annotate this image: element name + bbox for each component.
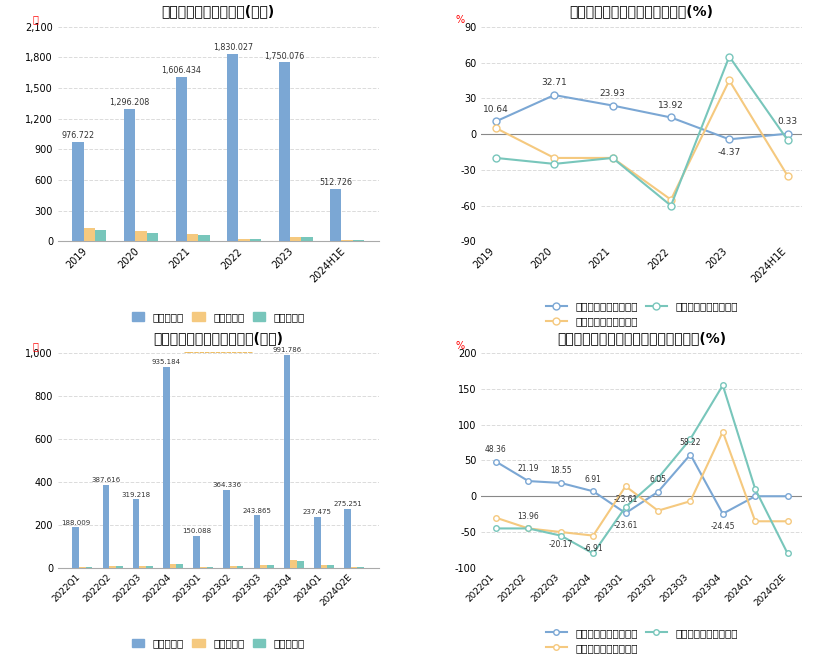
Bar (267, 565, 274, 568)
Text: 976.722: 976.722 (61, 131, 95, 140)
Bar (284, 355, 290, 568)
Bar (351, 566, 357, 568)
Text: -24.45: -24.45 (710, 522, 735, 531)
Bar (194, 536, 200, 568)
Text: 13.92: 13.92 (658, 101, 684, 110)
Bar (133, 499, 140, 568)
Text: 275.251: 275.251 (333, 501, 362, 507)
Legend: 营业总收入, 归母净利润, 扣非净利润: 营业总收入, 归母净利润, 扣非净利润 (127, 635, 309, 653)
Text: 150.088: 150.088 (182, 528, 211, 534)
Bar (136, 231, 146, 241)
Text: 6.05: 6.05 (649, 475, 667, 484)
Bar (223, 490, 230, 568)
Bar (290, 560, 297, 568)
Text: 319.218: 319.218 (122, 492, 151, 498)
Bar (146, 233, 158, 241)
Bar (124, 109, 136, 241)
Bar (238, 239, 250, 241)
Bar (327, 565, 334, 568)
Bar (301, 236, 313, 241)
Bar (314, 517, 321, 568)
Title: 历年总营收、净利情况(亿元): 历年总营收、净利情况(亿元) (161, 5, 275, 19)
Text: 243.865: 243.865 (242, 508, 271, 514)
Text: 387.616: 387.616 (91, 477, 121, 483)
Bar (187, 234, 198, 241)
Bar (342, 240, 353, 241)
Bar (198, 235, 209, 241)
Bar (170, 564, 176, 568)
Title: 总营收、净利同比增长率季度变动情况(%): 总营收、净利同比增长率季度变动情况(%) (557, 331, 726, 345)
Text: 188.009: 188.009 (61, 520, 90, 526)
Text: 亿: 亿 (32, 341, 38, 351)
Bar (140, 566, 146, 568)
Bar (73, 142, 84, 241)
Text: 0.33: 0.33 (777, 117, 798, 126)
Legend: 营业总收入同比增长率, 归母净利润同比增长率, 扣非净利润同比增长率: 营业总收入同比增长率, 归母净利润同比增长率, 扣非净利润同比增长率 (542, 297, 742, 331)
Bar (227, 54, 238, 241)
Bar (330, 189, 342, 241)
Text: 6.91: 6.91 (585, 474, 601, 484)
Bar (353, 240, 364, 241)
Bar (175, 77, 187, 241)
Bar (297, 560, 304, 568)
Text: 10.64: 10.64 (483, 105, 509, 114)
Bar (73, 528, 79, 568)
Text: 13.96: 13.96 (518, 512, 539, 521)
Bar (86, 567, 93, 568)
Bar (250, 239, 261, 241)
Text: -23.61: -23.61 (614, 522, 638, 530)
Text: 48.36: 48.36 (485, 445, 507, 454)
Text: 制图数据来自恒生聚源数据库: 制图数据来自恒生聚源数据库 (184, 353, 253, 361)
Text: 364.336: 364.336 (213, 482, 241, 488)
Bar (279, 63, 290, 241)
Bar (146, 566, 153, 568)
Text: 亿: 亿 (32, 15, 38, 25)
Text: 32.71: 32.71 (542, 78, 567, 88)
Bar (254, 516, 261, 568)
Legend: 营业总收入, 归母净利润, 扣非净利润: 营业总收入, 归母净利润, 扣非净利润 (127, 308, 309, 327)
Bar (261, 565, 267, 568)
Bar (176, 564, 183, 568)
Bar (79, 566, 86, 568)
Text: 18.55: 18.55 (550, 466, 571, 475)
Bar (237, 566, 243, 568)
Bar (109, 566, 116, 568)
Text: -6.91: -6.91 (583, 544, 603, 553)
Bar (95, 230, 107, 241)
Text: 512.726: 512.726 (319, 178, 352, 187)
Text: %: % (456, 341, 465, 351)
Text: -20.17: -20.17 (548, 540, 573, 549)
Bar (84, 228, 95, 241)
Text: 1,830.027: 1,830.027 (213, 43, 253, 53)
Bar (357, 566, 364, 568)
Text: 21.19: 21.19 (518, 464, 539, 474)
Text: 1,296.208: 1,296.208 (109, 98, 150, 107)
Legend: 营业总收入同比增长率, 归母净利润同比增长率, 扣非净利润同比增长率: 营业总收入同比增长率, 归母净利润同比增长率, 扣非净利润同比增长率 (542, 623, 742, 657)
Text: -23.61: -23.61 (614, 494, 638, 504)
Bar (163, 367, 170, 568)
Text: -4.37: -4.37 (718, 148, 741, 156)
Bar (290, 237, 301, 241)
Title: 历年总营收、净利同比增长情况(%): 历年总营收、净利同比增长情况(%) (570, 5, 714, 19)
Bar (321, 564, 327, 568)
Text: 935.184: 935.184 (152, 359, 181, 365)
Bar (103, 484, 109, 568)
Text: 23.93: 23.93 (600, 89, 625, 98)
Text: 237.475: 237.475 (303, 509, 332, 515)
Text: 58.22: 58.22 (680, 438, 701, 447)
Bar (230, 566, 237, 568)
Bar (344, 509, 351, 568)
Text: 制图数据来自恒生聚源数据库: 制图数据来自恒生聚源数据库 (607, 357, 676, 366)
Text: 1,606.434: 1,606.434 (161, 66, 201, 75)
Text: 1,750.076: 1,750.076 (264, 51, 304, 61)
Text: 991.786: 991.786 (273, 347, 302, 353)
Bar (116, 566, 122, 568)
Text: %: % (456, 15, 465, 25)
Title: 总营收、净利季度变动情况(亿元): 总营收、净利季度变动情况(亿元) (153, 331, 284, 345)
